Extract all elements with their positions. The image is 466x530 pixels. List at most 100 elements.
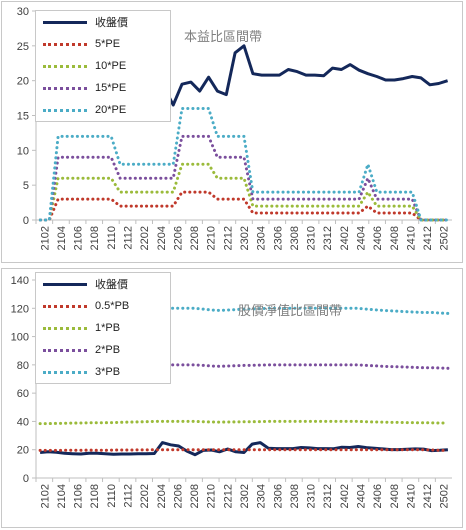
- series-line-1: [38, 190, 450, 222]
- legend-entry: 0.5*PB: [36, 295, 170, 317]
- x-tick-label: 2404: [355, 484, 367, 508]
- x-tick-label: 2102: [39, 226, 51, 250]
- y-tick-label: 100: [11, 332, 29, 344]
- x-tick-label: 2108: [89, 226, 101, 250]
- legend-entry: 10*PE: [36, 55, 170, 77]
- x-tick-label: 2108: [89, 484, 101, 508]
- x-tick-label: 2412: [422, 226, 434, 250]
- x-tick-label: 2312: [322, 226, 334, 250]
- x-tick-label: 2104: [56, 484, 68, 508]
- pe-band-title: 本益比區間帶: [184, 30, 263, 45]
- legend-entry: 15*PE: [36, 77, 170, 99]
- x-tick-label: 2410: [405, 484, 417, 508]
- y-tick-label: 10: [17, 145, 29, 157]
- x-tick-label: 2206: [172, 484, 184, 508]
- series-line-2: [38, 419, 450, 426]
- x-tick-label: 2210: [206, 226, 218, 250]
- x-tick-label: 2204: [156, 226, 168, 250]
- legend-swatch: [43, 86, 87, 90]
- y-tick-label: 15: [17, 111, 29, 123]
- legend-swatch: [43, 42, 87, 46]
- pe-band-plot: 0 5 10 15 20 25 30 2102 2104 2106 2108 2110 2112 2202…: [17, 6, 452, 250]
- legend-label: 2*PB: [95, 344, 121, 356]
- legend-entry: 5*PE: [36, 33, 170, 55]
- legend-entry: 2*PB: [36, 339, 170, 361]
- series-line-2: [38, 162, 450, 222]
- x-tick-label: 2402: [339, 484, 351, 508]
- x-tick-label: 2212: [222, 226, 234, 250]
- x-tick-label: 2408: [389, 226, 401, 250]
- series-line-3: [38, 363, 450, 370]
- pb-band-plot: 0 20 40 60 80 100 120 140 2102 2104 2106 2108 2110 21…: [11, 275, 452, 508]
- y-tick-label: 60: [17, 388, 29, 400]
- x-tick-label: 2202: [139, 484, 151, 508]
- y-tick-label: 0: [23, 215, 29, 227]
- y-tick-label: 5: [23, 180, 29, 192]
- x-tick-label: 2308: [289, 226, 301, 250]
- x-tick-label: 2302: [239, 226, 251, 250]
- y-tick-label: 80: [17, 360, 29, 372]
- legend-swatch: [43, 304, 87, 308]
- y-tick-label: 140: [11, 275, 29, 287]
- legend-label: 收盤價: [95, 17, 128, 29]
- series-line-4: [38, 107, 450, 222]
- series-line-3: [38, 134, 450, 222]
- legend-entry: 收盤價: [36, 273, 170, 295]
- x-tick-label: 2502: [439, 484, 451, 508]
- x-tick-label: 2306: [272, 226, 284, 250]
- y-tick-label: 20: [17, 76, 29, 88]
- x-tick-label: 2310: [306, 226, 318, 250]
- pb-band-chart: 0 20 40 60 80 100 120 140 2102 2104 2106 2108 2110 21…: [1, 268, 463, 528]
- x-tick-label: 2106: [73, 226, 85, 250]
- legend-label: 20*PE: [95, 104, 127, 116]
- series-line-0: [39, 441, 449, 457]
- x-tick-label: 2406: [372, 484, 384, 508]
- legend-entry: 20*PE: [36, 99, 170, 121]
- x-tick-label: 2410: [405, 226, 417, 250]
- x-tick-label: 2106: [73, 484, 85, 508]
- x-tick-label: 2208: [189, 484, 201, 508]
- x-tick-label: 2112: [123, 484, 135, 508]
- x-tick-label: 2206: [172, 226, 184, 250]
- x-tick-label: 2212: [222, 484, 234, 508]
- pb-band-legend: 收盤價 0.5*PB 1*PB 2*PB 3*PB: [35, 272, 171, 384]
- legend-swatch: [43, 282, 87, 286]
- x-tick-label: 2502: [439, 226, 451, 250]
- legend-entry: 收盤價: [36, 11, 170, 33]
- pe-band-legend: 收盤價 5*PE 10*PE 15*PE 20*PE: [35, 10, 171, 122]
- legend-swatch: [43, 108, 87, 112]
- y-tick-label: 40: [17, 416, 29, 428]
- pb-band-title: 股價淨值比區間帶: [238, 304, 343, 319]
- x-tick-label: 2412: [422, 484, 434, 508]
- legend-swatch: [43, 20, 87, 24]
- x-tick-label: 2312: [322, 484, 334, 508]
- y-tick-label: 20: [17, 445, 29, 457]
- legend-label: 5*PE: [95, 38, 121, 50]
- y-tick-label: 0: [23, 473, 29, 485]
- legend-entry: 3*PB: [36, 361, 170, 383]
- legend-label: 收盤價: [95, 279, 128, 291]
- legend-swatch: [43, 326, 87, 330]
- legend-label: 10*PE: [95, 60, 127, 72]
- x-tick-label: 2102: [39, 484, 51, 508]
- series-line-4: [38, 306, 450, 316]
- x-tick-label: 2308: [289, 484, 301, 508]
- legend-swatch: [43, 370, 87, 374]
- x-tick-label: 2402: [339, 226, 351, 250]
- legend-swatch: [43, 64, 87, 68]
- legend-label: 0.5*PB: [95, 300, 130, 312]
- y-tick-label: 30: [17, 6, 29, 18]
- series-line-1: [38, 448, 450, 452]
- legend-label: 15*PE: [95, 82, 127, 94]
- x-tick-label: 2310: [306, 484, 318, 508]
- legend-label: 1*PB: [95, 322, 121, 334]
- x-tick-label: 2304: [256, 484, 268, 508]
- x-tick-label: 2104: [56, 226, 68, 250]
- x-tick-label: 2202: [139, 226, 151, 250]
- legend-swatch: [43, 348, 87, 352]
- x-tick-label: 2204: [156, 484, 168, 508]
- x-tick-label: 2408: [389, 484, 401, 508]
- pe-band-chart: 0 5 10 15 20 25 30 2102 2104 2106 2108 2110 2112 2202…: [1, 1, 463, 263]
- x-tick-label: 2306: [272, 484, 284, 508]
- x-tick-label: 2112: [123, 226, 135, 250]
